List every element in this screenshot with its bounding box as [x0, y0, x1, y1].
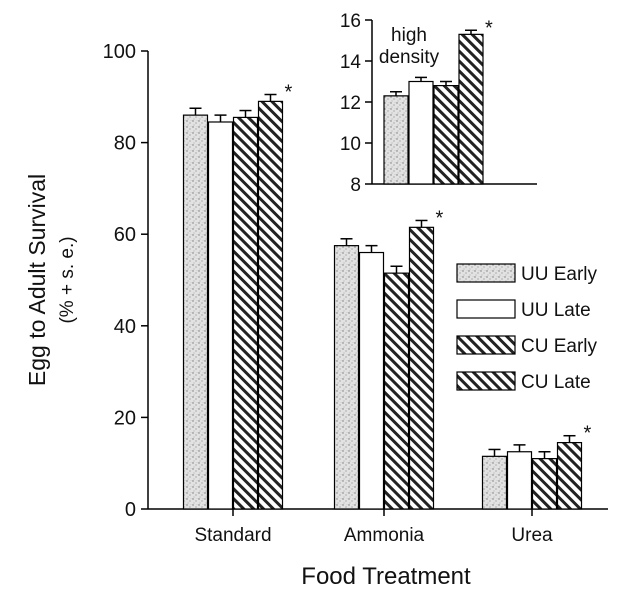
- inset-bar-0: [383, 95, 409, 185]
- significance-marker-1-3: *: [436, 207, 444, 229]
- main-y-tick-label-1: 20: [114, 407, 136, 429]
- inset-y-tick-label-0: 8: [350, 175, 361, 196]
- main-x-ticks: Standard Ammonia Urea: [194, 509, 553, 546]
- inset-y-tick-label-3: 14: [340, 52, 362, 73]
- bar-1-1: [358, 251, 385, 510]
- y-axis-title-line1: Egg to Adult Survival: [24, 174, 50, 386]
- inset-annotation-line1: high: [391, 25, 427, 46]
- inset-bar-3: [458, 33, 484, 185]
- legend-label-0: UU Early: [521, 264, 598, 285]
- inset-y-tick-label-1: 10: [340, 134, 361, 155]
- y-axis-title-line2: (% + s. e.): [57, 236, 78, 323]
- inset-y-tick-label-2: 12: [340, 93, 361, 114]
- significance-marker-2-3: *: [584, 423, 592, 445]
- inset-y-ticks: 8 10 12 14 16: [340, 11, 372, 196]
- main-y-tick-label-3: 60: [114, 224, 136, 246]
- inset-significance-marker-3: *: [485, 17, 493, 39]
- inset-y-tick-label-4: 16: [340, 11, 361, 32]
- legend-label-1: UU Late: [521, 300, 591, 321]
- bar-1-0: [333, 245, 360, 510]
- bar-1-2: [383, 272, 410, 510]
- category-label-0: Standard: [194, 525, 271, 546]
- legend-swatch-3: [456, 371, 516, 391]
- inset-bar-1: [408, 80, 434, 185]
- legend-swatch-0: [456, 263, 516, 283]
- category-label-2: Urea: [511, 525, 553, 546]
- bar-2-3: [556, 441, 583, 510]
- category-label-1: Ammonia: [344, 525, 425, 546]
- main-y-tick-label-0: 0: [125, 499, 136, 521]
- y-axis-title: Egg to Adult Survival (% + s. e.): [24, 174, 78, 386]
- significance-marker-0-3: *: [285, 82, 293, 104]
- inset-bars: *: [383, 17, 493, 185]
- inset-bar-2: [433, 84, 459, 185]
- legend-label-2: CU Early: [521, 336, 598, 357]
- bar-2-2: [531, 458, 558, 510]
- legend-swatch-1: [456, 299, 516, 319]
- legend: UU Early UU Late CU Early CU Late: [456, 263, 598, 393]
- main-y-tick-label-5: 100: [103, 41, 136, 63]
- legend-label-3: CU Late: [521, 372, 591, 393]
- main-y-tick-label-2: 40: [114, 316, 136, 338]
- bar-2-0: [481, 455, 508, 510]
- main-y-ticks: 0 20 40 60 80 100: [103, 41, 148, 521]
- legend-swatch-2: [456, 335, 516, 355]
- bar-0-2: [232, 116, 259, 510]
- bar-2-1: [506, 451, 533, 510]
- bar-0-3: [257, 100, 284, 510]
- main-y-tick-label-4: 80: [114, 133, 136, 155]
- x-axis-title: Food Treatment: [301, 563, 471, 590]
- bar-1-3: [408, 226, 435, 510]
- inset-annotation-line2: density: [379, 47, 440, 68]
- bar-0-1: [207, 121, 234, 510]
- bar-0-0: [182, 114, 209, 510]
- main-bars: * * *: [182, 82, 592, 510]
